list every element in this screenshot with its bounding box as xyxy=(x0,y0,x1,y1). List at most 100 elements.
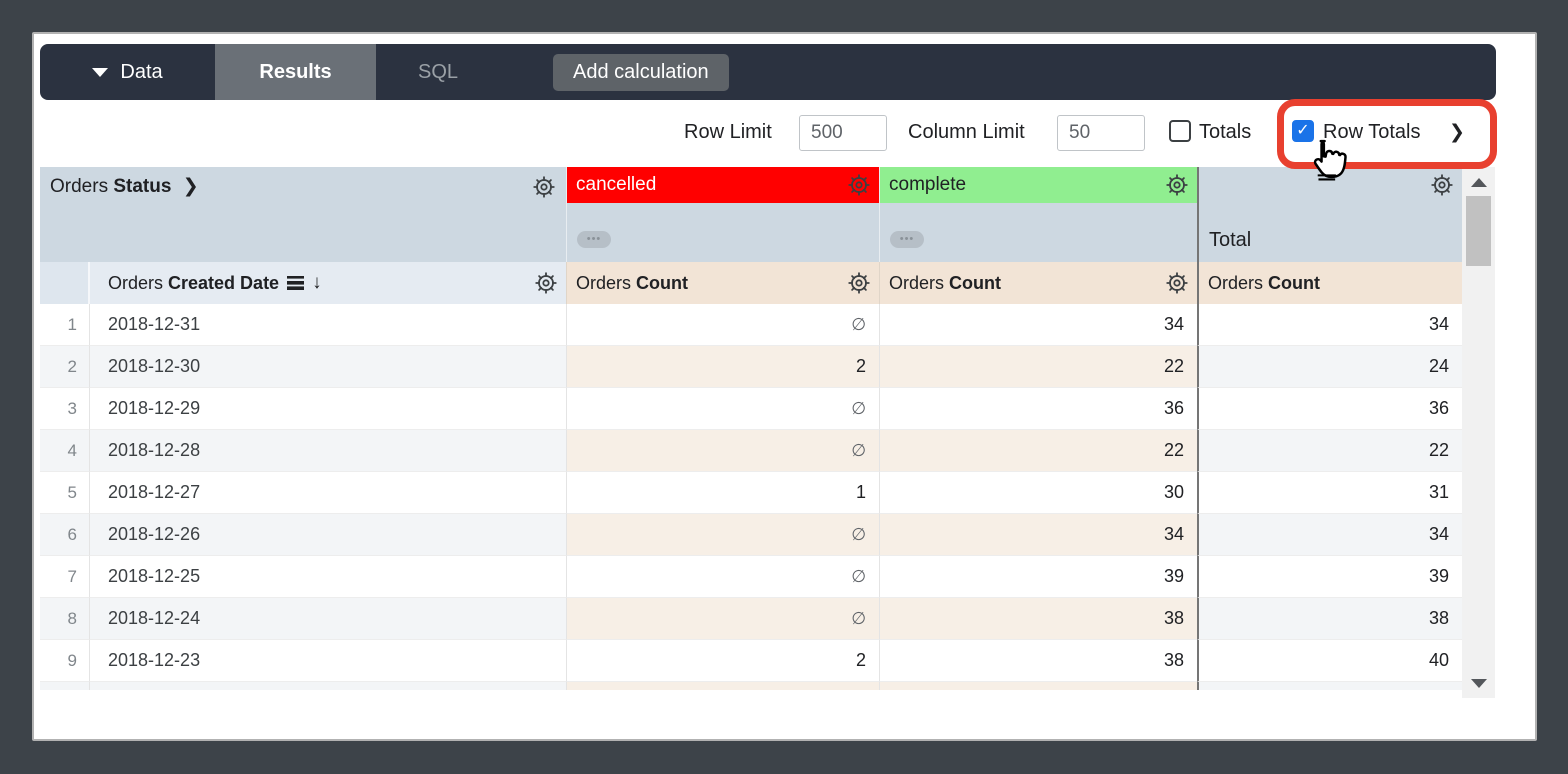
pivot-label-complete[interactable]: complete xyxy=(880,167,1197,203)
gear-icon[interactable] xyxy=(1430,173,1454,197)
cancelled-count-cell[interactable]: ∅ xyxy=(566,388,879,430)
total-count-cell[interactable]: 34 xyxy=(1197,304,1462,346)
pivot-value-complete: complete ••• xyxy=(879,167,1197,262)
column-limit-input[interactable] xyxy=(1057,115,1145,151)
check-icon: ✓ xyxy=(1296,122,1310,139)
complete-count-cell[interactable]: 39 xyxy=(879,556,1197,598)
total-count-cell[interactable]: 40 xyxy=(1197,640,1462,682)
date-cell[interactable]: 2018-12-30 xyxy=(90,346,566,388)
total-count-cell[interactable]: 36 xyxy=(1197,388,1462,430)
chevron-right-icon: ❯ xyxy=(182,176,199,197)
totals-checkbox[interactable] xyxy=(1169,120,1191,142)
cancelled-count-cell[interactable]: 1 xyxy=(566,472,879,514)
ellipsis-menu-icon[interactable]: ••• xyxy=(890,231,924,248)
tab-sql[interactable]: SQL xyxy=(417,60,459,83)
date-cell[interactable]: 2018-12-26 xyxy=(90,514,566,556)
date-cell[interactable]: 2018-12-22 xyxy=(90,682,566,690)
ellipsis-menu-icon[interactable]: ••• xyxy=(577,231,611,248)
row-totals-chevron-icon[interactable]: ❯ xyxy=(1449,122,1465,143)
complete-count-cell[interactable]: 22 xyxy=(879,346,1197,388)
gear-icon[interactable] xyxy=(847,271,871,295)
row-limit-label: Row Limit xyxy=(684,121,772,143)
cancelled-count-cell[interactable]: ∅ xyxy=(566,514,879,556)
cancelled-count-cell[interactable]: ∅ xyxy=(566,430,879,472)
total-count-cell[interactable]: 24 xyxy=(1197,346,1462,388)
row-number: 2 xyxy=(40,346,90,388)
table-row[interactable]: 7 2018-12-25 ∅ 39 39 xyxy=(40,556,1462,598)
total-count-cell[interactable]: 38 xyxy=(1197,598,1462,640)
cancelled-count-cell[interactable]: ∅ xyxy=(566,598,879,640)
table-row[interactable]: 1 2018-12-31 ∅ 34 34 xyxy=(40,304,1462,346)
row-limit-input[interactable] xyxy=(799,115,887,151)
row-totals-checkbox[interactable]: ✓ xyxy=(1292,120,1314,142)
pivot-field-header[interactable]: Orders Status ❯ xyxy=(40,167,566,262)
complete-count-cell[interactable]: 34 xyxy=(879,304,1197,346)
complete-count-cell[interactable]: 22 xyxy=(879,430,1197,472)
total-count-cell[interactable]: 34 xyxy=(1197,514,1462,556)
cancelled-count-cell[interactable]: ∅ xyxy=(566,304,879,346)
cancelled-count-cell[interactable]: 2 xyxy=(566,640,879,682)
measure-label: Orders Count xyxy=(889,272,1002,293)
table-row[interactable]: 2 2018-12-30 2 22 24 xyxy=(40,346,1462,388)
gear-icon[interactable] xyxy=(534,271,558,295)
scroll-down-icon[interactable] xyxy=(1462,670,1495,696)
date-cell[interactable]: 2018-12-25 xyxy=(90,556,566,598)
row-totals-label: Row Totals xyxy=(1323,121,1421,143)
complete-count-cell[interactable]: 34 xyxy=(879,514,1197,556)
complete-count-cell[interactable]: 38 xyxy=(879,682,1197,690)
totals-label: Totals xyxy=(1199,121,1252,143)
total-count-cell[interactable]: 39 xyxy=(1197,556,1462,598)
gear-icon[interactable] xyxy=(532,175,556,199)
vertical-scrollbar[interactable] xyxy=(1462,167,1495,698)
group-rows-icon xyxy=(287,276,305,290)
measure-header-cancelled[interactable]: Orders Count xyxy=(566,262,879,304)
table-row[interactable]: 8 2018-12-24 ∅ 38 38 xyxy=(40,598,1462,640)
complete-count-cell[interactable]: 38 xyxy=(879,640,1197,682)
cancelled-count-cell[interactable]: ∅ xyxy=(566,556,879,598)
measure-label: Orders Count xyxy=(576,272,689,293)
total-count-cell[interactable]: 22 xyxy=(1197,430,1462,472)
add-calculation-button[interactable]: Add calculation xyxy=(553,54,729,91)
tab-results[interactable]: Results xyxy=(215,44,376,100)
complete-count-cell[interactable]: 36 xyxy=(879,388,1197,430)
row-number: 5 xyxy=(40,472,90,514)
pivot-value-cancelled: cancelled ••• xyxy=(566,167,879,262)
cancelled-count-cell[interactable]: 2 xyxy=(566,346,879,388)
table-row-partial[interactable]: 10 2018-12-22 ∅ 38 38 xyxy=(40,682,1462,690)
gear-icon[interactable] xyxy=(1165,173,1189,197)
results-table: Orders Status ❯ cancelled ••• complete •… xyxy=(40,167,1462,690)
date-cell[interactable]: 2018-12-27 xyxy=(90,472,566,514)
date-cell[interactable]: 2018-12-28 xyxy=(90,430,566,472)
cancelled-count-cell[interactable]: ∅ xyxy=(566,682,879,690)
date-cell[interactable]: 2018-12-31 xyxy=(90,304,566,346)
table-row[interactable]: 6 2018-12-26 ∅ 34 34 xyxy=(40,514,1462,556)
field-header-row: Orders Created Date ↓ Orders Count Order… xyxy=(40,262,1462,304)
complete-count-cell[interactable]: 38 xyxy=(879,598,1197,640)
measure-header-complete[interactable]: Orders Count xyxy=(879,262,1197,304)
pivot-field-label: Orders Status ❯ xyxy=(50,176,199,197)
table-row[interactable]: 9 2018-12-23 2 38 40 xyxy=(40,640,1462,682)
complete-count-cell[interactable]: 30 xyxy=(879,472,1197,514)
dropdown-caret-icon xyxy=(92,67,109,77)
date-cell[interactable]: 2018-12-29 xyxy=(90,388,566,430)
total-count-cell[interactable]: 31 xyxy=(1197,472,1462,514)
gear-icon[interactable] xyxy=(1165,271,1189,295)
scroll-up-icon[interactable] xyxy=(1462,169,1495,195)
gear-icon[interactable] xyxy=(847,173,871,197)
date-cell[interactable]: 2018-12-24 xyxy=(90,598,566,640)
pivot-label-cancelled[interactable]: cancelled xyxy=(567,167,879,203)
row-number: 7 xyxy=(40,556,90,598)
row-number-header xyxy=(40,262,90,304)
row-number: 3 xyxy=(40,388,90,430)
table-row[interactable]: 3 2018-12-29 ∅ 36 36 xyxy=(40,388,1462,430)
date-cell[interactable]: 2018-12-23 xyxy=(90,640,566,682)
sort-desc-icon[interactable]: ↓ xyxy=(312,272,322,293)
scrollbar-thumb[interactable] xyxy=(1466,196,1491,266)
table-row[interactable]: 4 2018-12-28 ∅ 22 22 xyxy=(40,430,1462,472)
table-row[interactable]: 5 2018-12-27 1 30 31 xyxy=(40,472,1462,514)
data-section-toggle[interactable]: Data xyxy=(40,44,215,100)
total-count-cell[interactable]: 38 xyxy=(1197,682,1462,690)
data-section-label: Data xyxy=(120,60,163,83)
row-number: 9 xyxy=(40,640,90,682)
dimension-header[interactable]: Orders Created Date ↓ xyxy=(90,262,566,304)
